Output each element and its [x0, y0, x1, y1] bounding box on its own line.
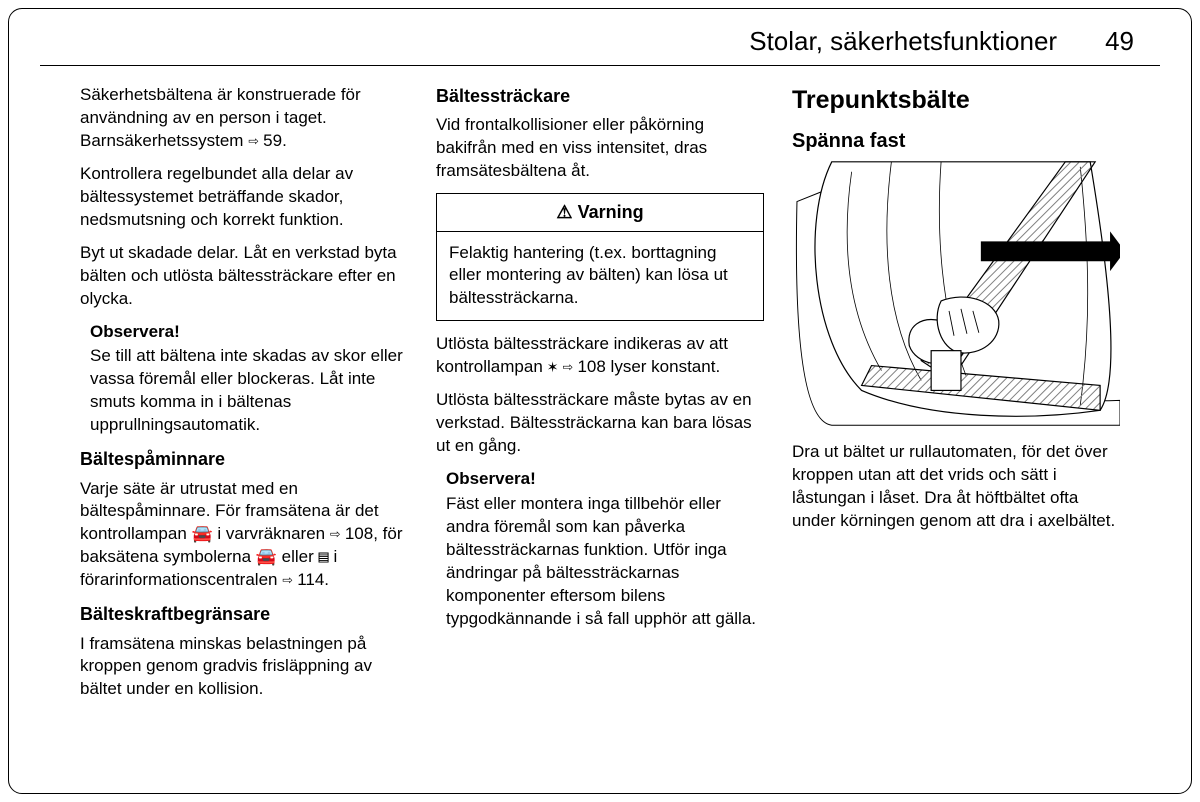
text: i varvräknaren — [213, 524, 330, 543]
belt-reminder-paragraph: Varje säte är utrustat med en bältespåmi… — [80, 478, 408, 593]
belt-reminder-heading: Bältespåminnare — [80, 447, 408, 471]
reference-arrow-icon: ⇨ — [563, 356, 573, 379]
warning-triangle-icon: ⚠ — [556, 202, 572, 222]
reference-page: 59. — [258, 131, 286, 150]
text: Säkerhetsbältena är konstruerade för anv… — [80, 85, 361, 150]
notice-heading: Observera! — [446, 468, 764, 491]
intro-paragraph: Säkerhetsbältena är konstruerade för anv… — [80, 84, 408, 153]
reference-arrow-icon: ⇨ — [248, 130, 258, 153]
column-1: Säkerhetsbältena är konstruerade för anv… — [80, 84, 408, 711]
column-3: Trepunktsbälte Spänna fast — [792, 84, 1120, 711]
warning-heading: ⚠ Varning — [437, 194, 763, 231]
pretensioner-heading: Bältessträckare — [436, 84, 764, 108]
reference-arrow-icon: ⇨ — [282, 569, 292, 592]
fasten-heading: Spänna fast — [792, 128, 1120, 155]
warning-callout: ⚠ Varning Felaktig hantering (t.ex. bort… — [436, 193, 764, 321]
column-2: Bältessträckare Vid frontalkollisioner e… — [436, 84, 764, 711]
reference-page: 108 lyser konstant. — [573, 357, 720, 376]
belt-force-limiter-paragraph: I framsätena minskas belastningen på kro… — [80, 633, 408, 702]
seatbelt-rear-icon: ▤ — [319, 546, 329, 569]
threepoint-heading: Trepunktsbälte — [792, 84, 1120, 118]
page-header: Stolar, säkerhetsfunktioner 49 — [40, 24, 1160, 66]
text: eller — [277, 547, 319, 566]
notice-body: Fäst eller montera inga tillbehör eller … — [446, 493, 764, 631]
pretensioner-replace: Utlösta bältessträckare måste bytas av e… — [436, 389, 764, 458]
check-paragraph: Kontrollera regelbundet alla delar av bä… — [80, 163, 408, 232]
pretensioner-indicator: Utlösta bältessträckare indikeras av att… — [436, 333, 764, 379]
three-column-layout: Säkerhetsbältena är konstruerade för anv… — [40, 84, 1160, 711]
seatbelt-warning-icon: 🚘 — [192, 523, 213, 546]
page-title: Stolar, säkerhetsfunktioner — [749, 24, 1057, 59]
belt-force-limiter-heading: Bälteskraftbegränsare — [80, 602, 408, 626]
airbag-icon: ✶ — [548, 356, 558, 379]
page-number: 49 — [1105, 24, 1134, 59]
warning-title: Varning — [578, 202, 644, 222]
reference-page: 114. — [292, 570, 329, 589]
pretensioner-intro: Vid frontalkollisioner eller påkörning b… — [436, 114, 764, 183]
notice-body: Se till att bältena inte skadas av skor … — [90, 345, 408, 437]
reference-arrow-icon: ⇨ — [330, 523, 340, 546]
seatbelt-warning-icon: 🚘 — [256, 546, 277, 569]
replace-paragraph: Byt ut skadade delar. Låt en verkstad by… — [80, 242, 408, 311]
fasten-paragraph: Dra ut bältet ur rullautomaten, för det … — [792, 441, 1120, 533]
warning-body: Felaktig hantering (t.ex. borttagning el… — [437, 232, 763, 321]
seatbelt-illustration — [792, 161, 1120, 429]
notice-heading: Observera! — [90, 321, 408, 344]
